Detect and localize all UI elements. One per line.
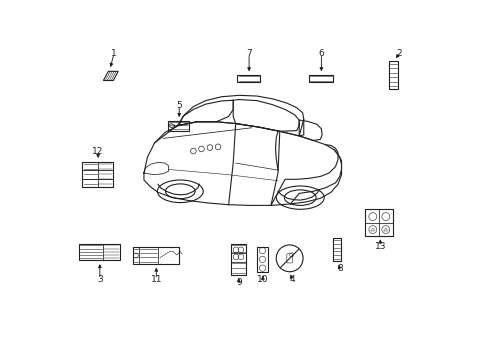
Text: 11: 11 <box>150 275 162 284</box>
Text: 10: 10 <box>257 275 268 284</box>
Bar <box>256 247 267 273</box>
Bar <box>133 247 178 264</box>
Bar <box>82 162 113 187</box>
Text: 2: 2 <box>395 49 401 58</box>
Bar <box>365 209 392 237</box>
Bar <box>231 243 245 275</box>
Text: 12: 12 <box>92 147 103 156</box>
Text: 6: 6 <box>318 49 324 58</box>
Text: 7: 7 <box>245 49 251 58</box>
Text: 3: 3 <box>97 275 102 284</box>
Text: 13: 13 <box>374 242 386 251</box>
Bar <box>308 75 332 82</box>
Text: 9: 9 <box>236 278 241 287</box>
Text: 8: 8 <box>336 264 342 273</box>
Text: 1: 1 <box>111 49 117 58</box>
Bar <box>333 238 341 261</box>
Bar <box>79 243 120 260</box>
Bar <box>167 121 189 131</box>
Bar <box>388 62 397 89</box>
Text: 5: 5 <box>176 101 182 110</box>
Text: 4: 4 <box>289 275 294 284</box>
Bar <box>237 75 260 82</box>
